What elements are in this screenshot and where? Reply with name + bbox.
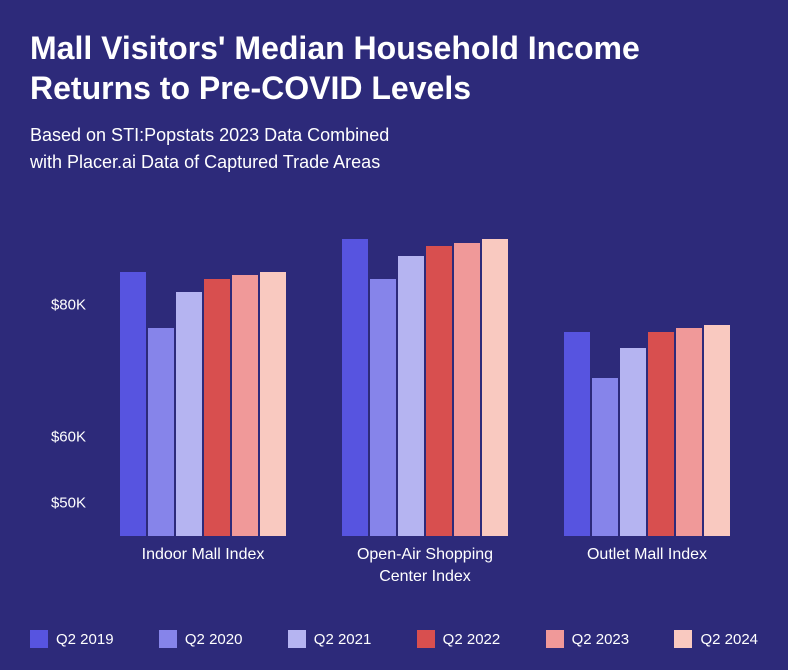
bar	[676, 328, 702, 536]
chart-plot-area: $50K $60K $80K	[30, 226, 758, 536]
subtitle-line-1: Based on STI:Popstats 2023 Data Combined	[30, 122, 758, 149]
bar-groups	[92, 226, 758, 536]
y-tick-label: $80K	[51, 297, 86, 314]
legend-label: Q2 2022	[443, 631, 501, 648]
bar-group	[564, 226, 730, 536]
legend-item: Q2 2019	[30, 630, 114, 648]
legend-label: Q2 2024	[700, 631, 758, 648]
chart-title: Mall Visitors' Median Household Income R…	[30, 28, 758, 108]
legend-item: Q2 2021	[288, 630, 372, 648]
legend-swatch	[159, 630, 177, 648]
bar	[148, 328, 174, 536]
bar	[704, 325, 730, 536]
bar	[176, 292, 202, 536]
bar-group	[342, 226, 508, 536]
bar	[342, 239, 368, 536]
legend-item: Q2 2022	[417, 630, 501, 648]
bar	[454, 243, 480, 537]
legend-item: Q2 2024	[674, 630, 758, 648]
bar	[620, 348, 646, 536]
legend-label: Q2 2019	[56, 631, 114, 648]
x-axis-label: Outlet Mall Index	[560, 544, 735, 587]
x-axis-label: Indoor Mall Index	[116, 544, 291, 587]
bar	[232, 275, 258, 536]
legend-swatch	[30, 630, 48, 648]
bar	[204, 279, 230, 536]
legend-swatch	[417, 630, 435, 648]
legend-item: Q2 2020	[159, 630, 243, 648]
legend-swatch	[288, 630, 306, 648]
bar	[648, 332, 674, 536]
bar	[592, 378, 618, 536]
chart-subtitle: Based on STI:Popstats 2023 Data Combined…	[30, 122, 758, 176]
y-tick-label: $50K	[51, 495, 86, 512]
legend-swatch	[546, 630, 564, 648]
legend-label: Q2 2020	[185, 631, 243, 648]
y-axis: $50K $60K $80K	[30, 226, 90, 536]
legend-swatch	[674, 630, 692, 648]
legend: Q2 2019 Q2 2020 Q2 2021 Q2 2022 Q2 2023 Q2 20…	[30, 630, 758, 648]
legend-label: Q2 2023	[572, 631, 630, 648]
y-tick-label: $60K	[51, 429, 86, 446]
x-axis-label: Open-Air Shopping Center Index	[338, 544, 513, 587]
bar-group	[120, 226, 286, 536]
legend-item: Q2 2023	[546, 630, 630, 648]
legend-label: Q2 2021	[314, 631, 372, 648]
bar	[564, 332, 590, 536]
bar	[398, 256, 424, 536]
x-axis-labels: Indoor Mall Index Open-Air Shopping Cente…	[30, 544, 758, 587]
bar	[370, 279, 396, 536]
bar	[260, 272, 286, 536]
bar	[482, 239, 508, 536]
bar	[426, 246, 452, 536]
subtitle-line-2: with Placer.ai Data of Captured Trade Ar…	[30, 149, 758, 176]
bar	[120, 272, 146, 536]
